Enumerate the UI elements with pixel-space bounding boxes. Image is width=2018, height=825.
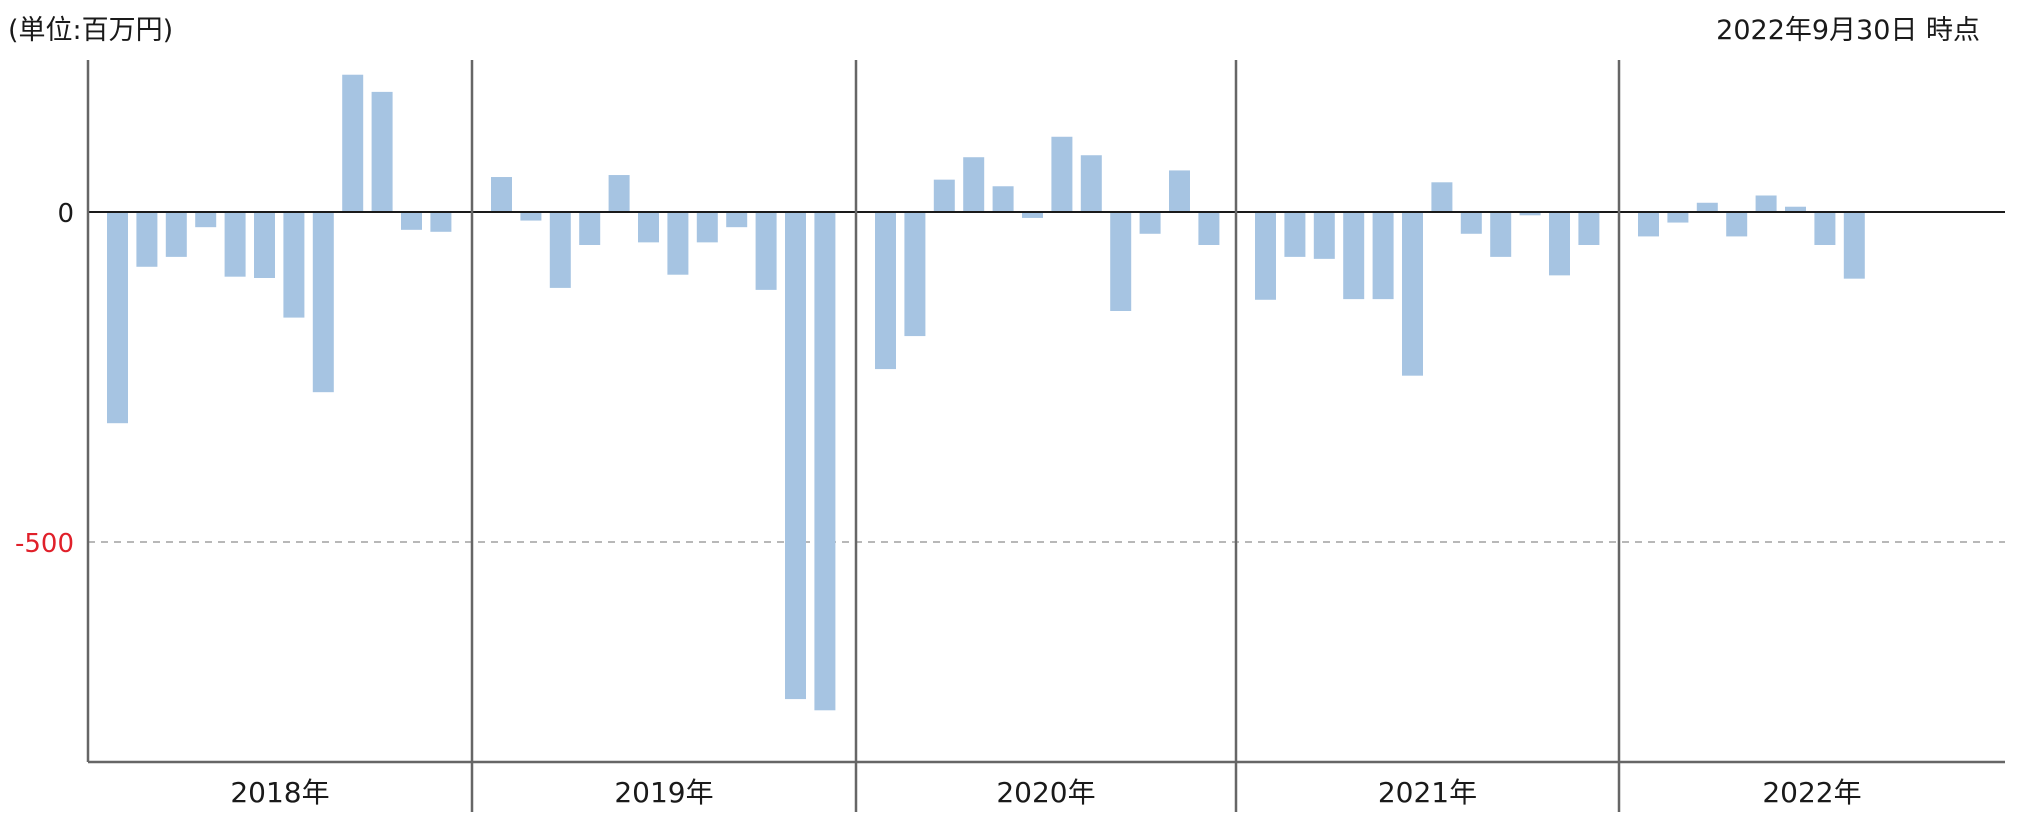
bar-2020年-10	[1139, 212, 1161, 234]
bar-2018年-8	[312, 212, 334, 393]
bar-2022年-4	[1726, 212, 1748, 237]
bar-2021年-9	[1490, 212, 1512, 257]
bar-2018年-5	[224, 212, 246, 277]
x-category-label: 2020年	[996, 776, 1095, 809]
bar-2019年-7	[667, 212, 689, 275]
bar-2021年-2	[1284, 212, 1306, 257]
axes	[86, 60, 2005, 812]
bar-2021年-5	[1372, 212, 1394, 300]
bar-2021年-6	[1402, 212, 1423, 376]
bar-2021年-4	[1343, 212, 1365, 300]
bar-2018年-2	[136, 212, 158, 267]
bar-2021年-3	[1313, 212, 1335, 259]
bar-2022年-2	[1667, 212, 1689, 223]
bar-2018年-4	[195, 212, 217, 228]
bar-2022年-7	[1814, 212, 1836, 245]
bar-2018年-1	[107, 212, 128, 424]
bar-2020年-11	[1169, 170, 1190, 212]
unit-label: (単位:百万円)	[8, 15, 174, 46]
bar-2019年-2	[520, 212, 542, 221]
bars	[107, 74, 1865, 711]
bar-2018年-7	[283, 212, 305, 318]
y-tick-label: 0	[57, 199, 74, 229]
bar-2020年-12	[1198, 212, 1220, 245]
bar-2018年-9	[342, 74, 364, 212]
bar-2020年-4	[963, 157, 985, 212]
bar-2020年-3	[933, 179, 955, 212]
bar-2019年-12	[814, 212, 836, 711]
as-of-date-label: 2022年9月30日 時点	[1716, 15, 1980, 46]
bar-2022年-3	[1696, 202, 1718, 212]
x-category-label: 2018年	[230, 776, 329, 809]
bar-2021年-12	[1578, 212, 1600, 245]
bar-2019年-6	[638, 212, 659, 243]
bar-2022年-8	[1843, 212, 1865, 279]
bar-2018年-10	[371, 91, 393, 212]
bar-2019年-1	[491, 177, 512, 212]
bar-2019年-11	[785, 212, 806, 700]
labels: 0 -500 2018年 2019年 2020年 2021年 2022年	[15, 199, 1862, 809]
bar-2020年-7	[1051, 136, 1073, 212]
bar-2022年-5	[1755, 195, 1777, 212]
bar-2020年-6	[1022, 212, 1043, 218]
bar-2021年-1	[1255, 212, 1276, 300]
y-tick-label: -500	[15, 529, 74, 559]
bar-2021年-7	[1431, 182, 1453, 212]
bar-2022年-1	[1638, 212, 1659, 237]
x-category-label: 2022年	[1762, 776, 1861, 809]
bar-2019年-3	[549, 212, 571, 288]
x-category-label: 2021年	[1378, 776, 1477, 809]
bar-2019年-5	[608, 175, 630, 212]
bar-2019年-9	[726, 212, 748, 228]
x-category-label: 2019年	[614, 776, 713, 809]
bar-2019年-10	[755, 212, 777, 290]
bar-2020年-8	[1080, 155, 1102, 212]
bar-2021年-11	[1549, 212, 1570, 276]
bar-2019年-8	[696, 212, 718, 243]
bar-2021年-10	[1519, 212, 1541, 216]
bar-2019年-4	[579, 212, 601, 245]
bar-2018年-3	[165, 212, 187, 257]
bar-2020年-1	[875, 212, 896, 370]
bar-2018年-11	[401, 212, 422, 230]
bar-2020年-5	[992, 186, 1014, 212]
bar-2020年-9	[1110, 212, 1132, 311]
bar-2022年-6	[1785, 206, 1806, 212]
bar-2018年-6	[254, 212, 275, 278]
bar-2020年-2	[904, 212, 926, 337]
bar-2021年-8	[1460, 212, 1482, 234]
bar-2018年-12	[430, 212, 452, 232]
